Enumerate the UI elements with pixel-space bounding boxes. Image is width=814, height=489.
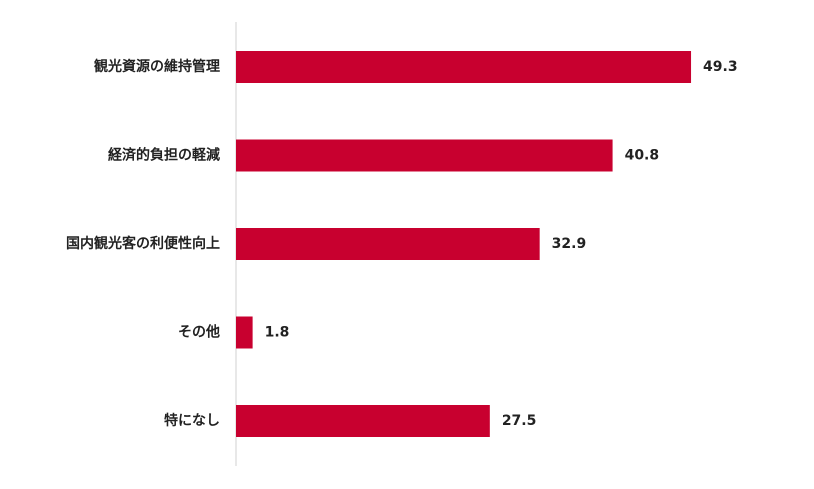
bar [236, 228, 540, 260]
bar [236, 51, 692, 83]
category-label: 国内観光客の利便性向上 [66, 235, 220, 252]
category-label: 経済的負担の軽減 [108, 147, 220, 164]
value-label: 32.9 [552, 236, 587, 252]
bar [236, 316, 253, 349]
value-label: 1.8 [265, 325, 290, 341]
value-label: 27.5 [502, 413, 537, 429]
category-label: 特になし [164, 412, 220, 429]
value-label: 40.8 [625, 148, 660, 164]
bar [236, 405, 490, 437]
category-label: 観光資源の維持管理 [94, 58, 220, 75]
value-label: 49.3 [703, 59, 738, 75]
category-label: その他 [178, 324, 220, 341]
bar [236, 139, 613, 172]
